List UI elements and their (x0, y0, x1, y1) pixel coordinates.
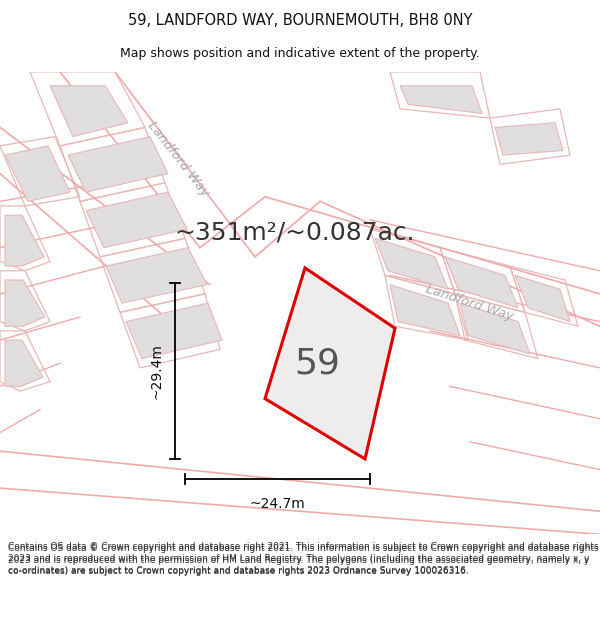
Polygon shape (265, 268, 395, 459)
Polygon shape (445, 257, 518, 308)
Text: Contains OS data © Crown copyright and database right 2021. This information is : Contains OS data © Crown copyright and d… (8, 542, 599, 575)
Polygon shape (126, 303, 222, 359)
Polygon shape (5, 340, 43, 386)
Polygon shape (5, 215, 44, 266)
Polygon shape (68, 137, 168, 192)
Text: Landford Way: Landford Way (145, 119, 211, 199)
Polygon shape (5, 146, 70, 201)
Text: ~351m²/~0.087ac.: ~351m²/~0.087ac. (175, 221, 415, 245)
Text: ~29.4m: ~29.4m (149, 343, 163, 399)
Polygon shape (495, 122, 563, 155)
Text: Map shows position and indicative extent of the property.: Map shows position and indicative extent… (120, 48, 480, 61)
Polygon shape (50, 86, 128, 137)
Text: ~24.7m: ~24.7m (250, 497, 305, 511)
Polygon shape (86, 192, 187, 248)
Polygon shape (106, 248, 207, 303)
Text: Landford Way: Landford Way (424, 282, 515, 324)
Text: Contains OS data © Crown copyright and database right 2021. This information is : Contains OS data © Crown copyright and d… (8, 544, 599, 576)
Text: 59: 59 (295, 346, 340, 381)
Polygon shape (400, 86, 482, 114)
Text: 59, LANDFORD WAY, BOURNEMOUTH, BH8 0NY: 59, LANDFORD WAY, BOURNEMOUTH, BH8 0NY (128, 12, 472, 28)
Polygon shape (460, 303, 530, 354)
Polygon shape (515, 276, 570, 322)
Polygon shape (375, 238, 448, 289)
Polygon shape (5, 280, 45, 326)
Polygon shape (390, 284, 460, 336)
